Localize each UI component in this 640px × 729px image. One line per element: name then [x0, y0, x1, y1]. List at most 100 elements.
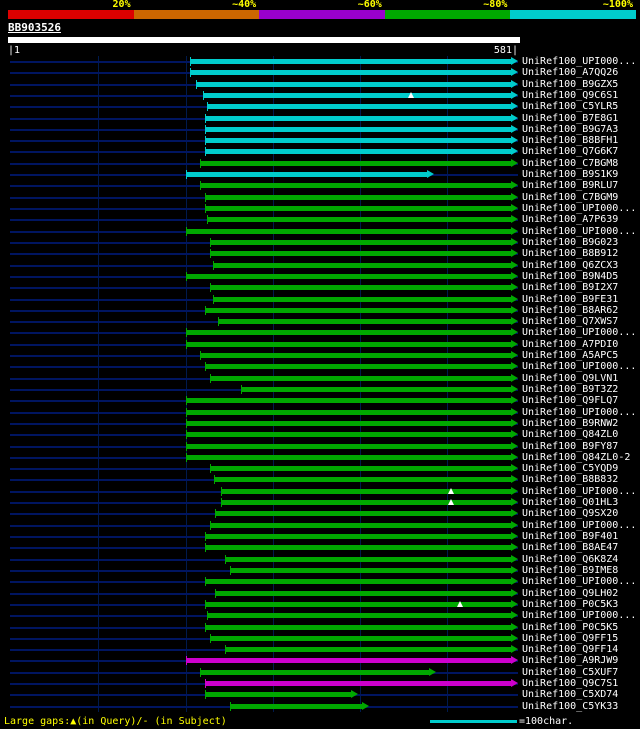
- hit-bar[interactable]: [207, 613, 512, 619]
- hit-label[interactable]: UniRef100_B9G023: [522, 236, 619, 248]
- hit-label[interactable]: UniRef100_A9RJW9: [522, 655, 619, 667]
- hit-label[interactable]: UniRef100_Q01HL3: [522, 497, 619, 509]
- hit-label[interactable]: UniRef100_B7E8G1: [522, 112, 619, 124]
- hit-bar[interactable]: [204, 307, 512, 313]
- hit-label[interactable]: UniRef100_B9GZX5: [522, 78, 619, 90]
- hit-bar[interactable]: [204, 194, 512, 200]
- hit-label[interactable]: UniRef100_B8B832: [522, 474, 619, 486]
- hit-bar[interactable]: [185, 409, 512, 415]
- hit-bar[interactable]: [204, 126, 512, 132]
- hit-label[interactable]: UniRef100_Q9FLQ7: [522, 395, 619, 407]
- hit-bar[interactable]: [220, 500, 512, 506]
- hit-bar[interactable]: [207, 104, 512, 110]
- hit-label[interactable]: UniRef100_B9S1K9: [522, 169, 619, 181]
- hit-bar[interactable]: [230, 703, 363, 709]
- hit-bar[interactable]: [203, 92, 512, 98]
- hit-bar[interactable]: [204, 624, 512, 630]
- hit-label[interactable]: UniRef100_C5XUF7: [522, 666, 619, 678]
- hit-bar[interactable]: [217, 319, 512, 325]
- hit-label[interactable]: UniRef100_B9FY87: [522, 440, 619, 452]
- hit-label[interactable]: UniRef100_B8AE47: [522, 542, 619, 554]
- hit-bar[interactable]: [190, 70, 512, 76]
- hit-label[interactable]: UniRef100_B9T3Z2: [522, 384, 619, 395]
- hit-label[interactable]: UniRef100_Q84ZL0: [522, 429, 619, 441]
- hit-bar[interactable]: [204, 138, 512, 144]
- hit-bar[interactable]: [224, 556, 512, 562]
- hit-bar[interactable]: [204, 545, 512, 551]
- hit-label[interactable]: UniRef100_B8BFH1: [522, 135, 619, 147]
- hit-label[interactable]: UniRef100_UPI000...: [522, 610, 637, 622]
- hit-bar[interactable]: [185, 172, 429, 178]
- hit-label[interactable]: UniRef100_UPI000...: [522, 327, 637, 339]
- hit-bar[interactable]: [185, 420, 512, 426]
- hit-bar[interactable]: [185, 454, 512, 460]
- hit-label[interactable]: UniRef100_Q9LH02: [522, 587, 619, 599]
- hit-bar[interactable]: [204, 206, 512, 212]
- hit-label[interactable]: UniRef100_Q9C7S1: [522, 678, 619, 690]
- hit-label[interactable]: UniRef100_P0C5K5: [522, 621, 619, 633]
- hit-bar[interactable]: [200, 669, 430, 675]
- hit-label[interactable]: UniRef100_C5YLR5: [522, 101, 619, 113]
- hit-label[interactable]: UniRef100_B9IME8: [522, 564, 619, 576]
- hit-label[interactable]: UniRef100_Q7G6K7: [522, 146, 619, 158]
- hit-bar[interactable]: [210, 635, 512, 641]
- hit-label[interactable]: UniRef100_A7QQ26: [522, 67, 619, 79]
- hit-label[interactable]: UniRef100_UPI000...: [522, 485, 637, 497]
- hit-bar[interactable]: [240, 387, 512, 392]
- hit-bar[interactable]: [200, 183, 512, 189]
- hit-bar[interactable]: [212, 296, 512, 302]
- hit-bar[interactable]: [185, 432, 512, 438]
- hit-label[interactable]: UniRef100_Q9LVN1: [522, 372, 619, 384]
- hit-label[interactable]: UniRef100_UPI000...: [522, 361, 637, 373]
- hit-bar[interactable]: [185, 228, 512, 234]
- hit-bar[interactable]: [185, 330, 512, 336]
- hit-bar[interactable]: [214, 477, 512, 483]
- hit-bar[interactable]: [210, 251, 512, 257]
- query-name[interactable]: BB903526: [8, 21, 61, 34]
- hit-bar[interactable]: [230, 567, 512, 573]
- hit-bar[interactable]: [210, 239, 512, 245]
- hit-label[interactable]: UniRef100_UPI000...: [522, 225, 637, 237]
- hit-label[interactable]: UniRef100_B9N4D5: [522, 270, 619, 282]
- hit-label[interactable]: UniRef100_B8B912: [522, 248, 619, 260]
- hit-label[interactable]: UniRef100_Q6ZCX3: [522, 259, 619, 271]
- hit-bar[interactable]: [185, 398, 512, 404]
- hit-bar[interactable]: [207, 217, 512, 223]
- hit-label[interactable]: UniRef100_Q9C6S1: [522, 89, 619, 101]
- hit-bar[interactable]: [215, 511, 512, 517]
- hit-label[interactable]: UniRef100_B9RLU7: [522, 180, 619, 192]
- hit-label[interactable]: UniRef100_B9FE31: [522, 293, 619, 305]
- hit-bar[interactable]: [204, 149, 512, 155]
- hit-label[interactable]: UniRef100_B9G7A3: [522, 123, 619, 135]
- hit-label[interactable]: UniRef100_C5YQD9: [522, 463, 619, 475]
- hit-bar[interactable]: [204, 601, 512, 607]
- hit-bar[interactable]: [200, 353, 512, 359]
- hit-label[interactable]: UniRef100_B9RNW2: [522, 417, 619, 429]
- hit-label[interactable]: UniRef100_UPI000...: [522, 203, 637, 215]
- hit-label[interactable]: UniRef100_UPI000...: [522, 576, 637, 588]
- hit-bar[interactable]: [204, 534, 512, 540]
- hit-label[interactable]: UniRef100_Q9SX20: [522, 508, 619, 520]
- hit-label[interactable]: UniRef100_Q84ZL0-2: [522, 451, 631, 463]
- hit-bar[interactable]: [185, 443, 512, 449]
- hit-bar[interactable]: [210, 285, 512, 291]
- hit-label[interactable]: UniRef100_UPI000...: [522, 56, 637, 67]
- hit-label[interactable]: UniRef100_UPI000...: [522, 406, 637, 418]
- hit-bar[interactable]: [196, 81, 512, 87]
- hit-label[interactable]: UniRef100_A7P639: [522, 214, 619, 226]
- hit-label[interactable]: UniRef100_B9I2X7: [522, 282, 619, 294]
- hit-label[interactable]: UniRef100_A7PDI0: [522, 338, 619, 350]
- hit-label[interactable]: UniRef100_B9F401: [522, 531, 619, 543]
- hit-bar[interactable]: [212, 262, 512, 268]
- hit-label[interactable]: UniRef100_A5APC5: [522, 350, 619, 362]
- hit-label[interactable]: UniRef100_UPI000...: [522, 519, 637, 531]
- hit-label[interactable]: UniRef100_Q7XWS7: [522, 316, 619, 328]
- hit-label[interactable]: UniRef100_C7BGM8: [522, 157, 619, 169]
- hit-bar[interactable]: [190, 59, 512, 64]
- hit-label[interactable]: UniRef100_P0C5K3: [522, 598, 619, 610]
- hit-bar[interactable]: [215, 590, 512, 596]
- hit-bar[interactable]: [224, 647, 512, 653]
- hit-bar[interactable]: [210, 375, 512, 381]
- hit-bar[interactable]: [210, 522, 512, 528]
- hit-bar[interactable]: [204, 115, 512, 121]
